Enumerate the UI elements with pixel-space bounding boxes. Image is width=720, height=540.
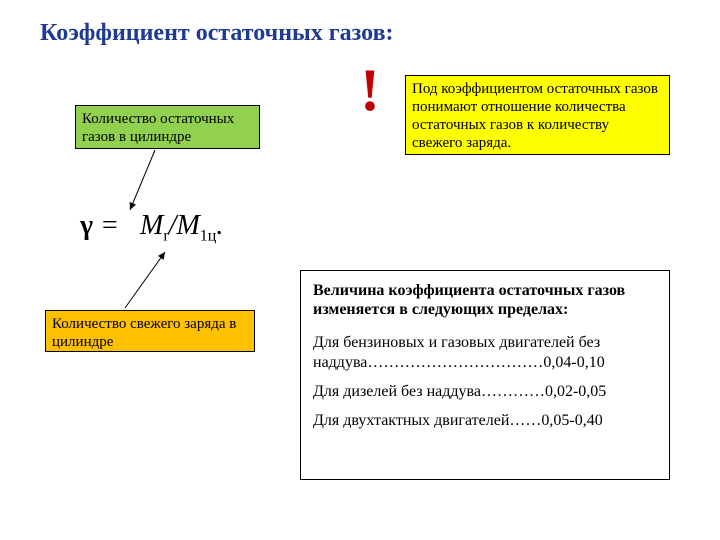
orange-box: Количество свежего заряда в цилиндре <box>45 310 255 352</box>
white-box-heading: Величина коэффициента остаточных газов и… <box>313 281 657 319</box>
green-box: Количество остаточных газов в цилиндре <box>75 105 260 149</box>
formula-sub2: 1ц <box>200 228 217 245</box>
yellow-box: Под коэффициентом остаточных газов поним… <box>405 75 670 155</box>
formula: γ = Mr/M1ц. <box>80 210 223 246</box>
white-box: Величина коэффициента остаточных газов и… <box>300 270 670 480</box>
formula-gamma: γ <box>80 210 93 241</box>
exclamation-mark: ! <box>360 60 380 120</box>
slide-title: Коэффициент остаточных газов: <box>40 20 394 47</box>
white-box-row-3: Для двухтактных двигателей……0,05-0,40 <box>313 411 657 430</box>
formula-m2: M <box>176 210 199 241</box>
formula-eq: = <box>100 210 119 241</box>
formula-m1: M <box>140 210 163 241</box>
white-box-row-1: Для бензиновых и газовых двигателей без … <box>313 333 657 371</box>
formula-dot: . <box>216 210 223 241</box>
white-box-row-2: Для дизелей без наддува…………0,02-0,05 <box>313 382 657 401</box>
slide: Коэффициент остаточных газов: Количество… <box>0 0 720 540</box>
